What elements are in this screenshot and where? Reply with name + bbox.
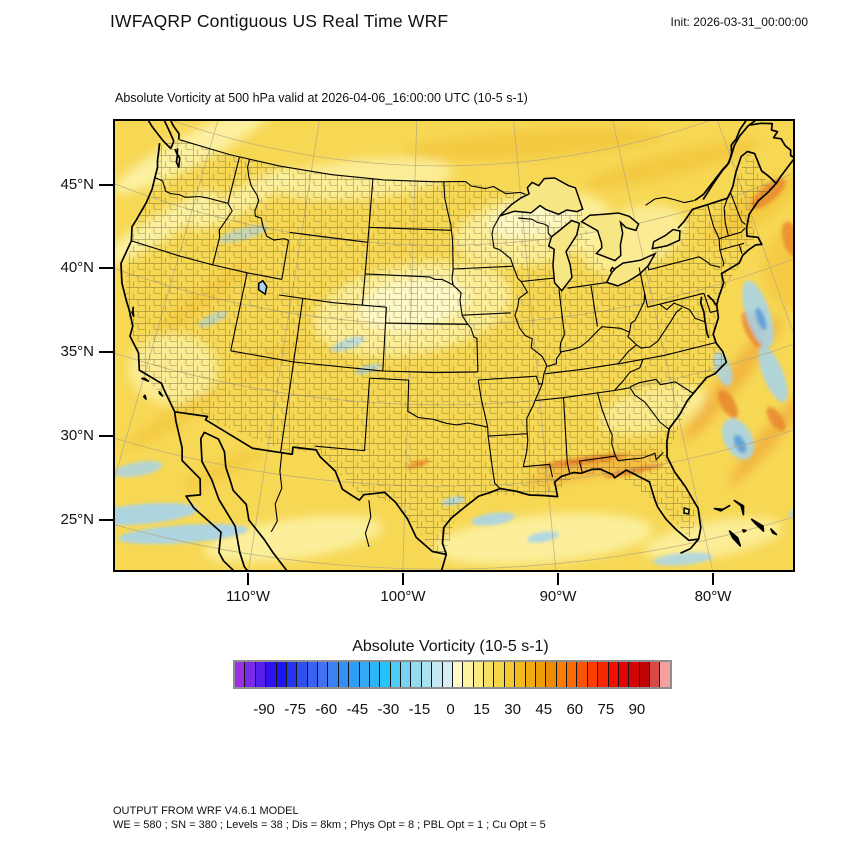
colorbar-cell <box>463 662 474 687</box>
colorbar-cell <box>380 662 391 687</box>
colorbar-cell <box>577 662 588 687</box>
colorbar-cell <box>567 662 578 687</box>
colorbar-cell <box>359 662 370 687</box>
colorbar-cell <box>660 662 670 687</box>
colorbar-cell <box>297 662 308 687</box>
colorbar-cell <box>556 662 567 687</box>
colorbar-cell <box>525 662 536 687</box>
colorbar-cell <box>650 662 661 687</box>
colorbar-cell <box>390 662 401 687</box>
colorbar-tick-label: -15 <box>408 701 431 718</box>
colorbar-cell <box>318 662 329 687</box>
colorbar-cell <box>629 662 640 687</box>
colorbar-cell <box>535 662 547 687</box>
y-tick-label: 30°N <box>60 427 94 444</box>
colorbar-cell <box>442 662 453 687</box>
colorbar-cell <box>411 662 422 687</box>
footer-model-line: OUTPUT FROM WRF V4.6.1 MODEL <box>113 805 299 817</box>
colorbar-tick-label: 45 <box>535 701 553 718</box>
x-tick-mark <box>402 573 404 585</box>
colorbar-cell <box>587 662 599 687</box>
x-tick-label: 90°W <box>539 588 577 605</box>
colorbar-cell <box>255 662 267 687</box>
colorbar-cell <box>515 662 526 687</box>
y-tick-label: 40°N <box>60 259 94 276</box>
colorbar-cell <box>608 662 619 687</box>
colorbar-tick-label: 90 <box>628 701 646 718</box>
colorbar-cell <box>276 662 287 687</box>
colorbar-cell <box>235 662 246 687</box>
y-tick-mark <box>99 267 113 269</box>
colorbar-cell <box>349 662 360 687</box>
page-title: IWFAQRP Contiguous US Real Time WRF <box>110 11 449 31</box>
colorbar-cell <box>598 662 609 687</box>
colorbar-cell <box>338 662 350 687</box>
colorbar-cell <box>266 662 277 687</box>
y-tick-label: 45°N <box>60 176 94 193</box>
colorbar-cell <box>546 662 557 687</box>
x-tick-mark <box>712 573 714 585</box>
map-svg <box>113 119 795 572</box>
colorbar <box>233 660 672 689</box>
colorbar-cell <box>369 662 381 687</box>
colorbar-cell <box>432 662 443 687</box>
x-tick-label: 100°W <box>380 588 426 605</box>
x-tick-label: 110°W <box>225 588 271 605</box>
colorbar-cell <box>504 662 516 687</box>
colorbar-cell <box>484 662 495 687</box>
colorbar-cell <box>286 662 298 687</box>
colorbar-tick-labels: -90 -75 -60 -45 -30 -15 0 15 30 45 60 75 90 <box>0 701 850 723</box>
colorbar-cell <box>618 662 630 687</box>
colorbar-tick-label: -30 <box>377 701 400 718</box>
colorbar-tick-label: 30 <box>504 701 521 718</box>
state-borders <box>131 139 746 548</box>
colorbar-tick-label: 0 <box>446 701 455 718</box>
y-tick-mark <box>99 519 113 521</box>
colorbar-tick-label: 15 <box>473 701 490 718</box>
y-tick-label: 25°N <box>60 511 94 528</box>
coastlines <box>120 119 795 572</box>
colorbar-tick-label: 60 <box>566 701 584 718</box>
colorbar-tick-label: 75 <box>597 701 615 718</box>
x-tick-label: 80°W <box>694 588 732 605</box>
colorbar-tick-label: -45 <box>346 701 369 718</box>
colorbar-cell <box>328 662 339 687</box>
y-tick-mark <box>99 435 113 437</box>
y-tick-mark <box>99 351 113 353</box>
footer-config-line: WE = 580 ; SN = 380 ; Levels = 38 ; Dis … <box>113 819 546 831</box>
colorbar-cell <box>401 662 412 687</box>
map-frame <box>113 119 795 572</box>
colorbar-title: Absolute Vorticity (10-5 s-1) <box>352 638 549 655</box>
colorbar-tick-label: -75 <box>284 701 306 718</box>
x-tick-mark <box>557 573 559 585</box>
lakes-outlines <box>257 177 691 515</box>
y-tick-mark <box>99 184 113 186</box>
colorbar-cell <box>639 662 650 687</box>
colorbar-cell <box>473 662 484 687</box>
colorbar-tick-label: -90 <box>253 701 275 718</box>
colorbar-cell <box>452 662 464 687</box>
x-tick-mark <box>247 573 249 585</box>
colorbar-tick-label: -60 <box>315 701 338 718</box>
colorbar-cell <box>307 662 318 687</box>
y-tick-label: 35°N <box>60 343 94 360</box>
init-time-label: Init: 2026-03-31_00:00:00 <box>670 15 808 29</box>
map-subtitle: Absolute Vorticity at 500 hPa valid at 2… <box>115 91 528 105</box>
colorbar-cell <box>245 662 256 687</box>
colorbar-cell <box>421 662 433 687</box>
colorbar-cell <box>494 662 505 687</box>
